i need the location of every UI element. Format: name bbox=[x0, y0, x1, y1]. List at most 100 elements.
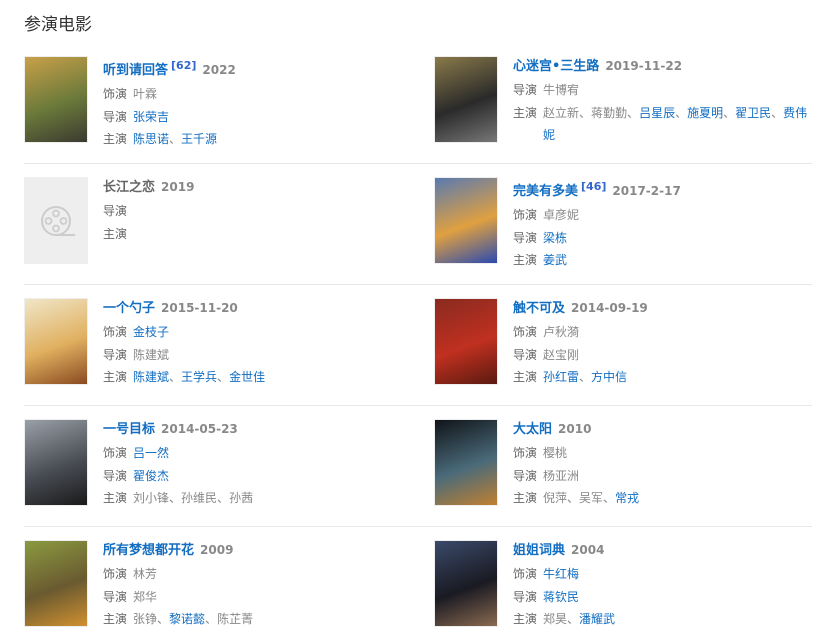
movie-poster[interactable] bbox=[434, 177, 498, 264]
movie-info: 听到请回答 [62] 2022 饰演 叶霖 导演 张荣吉 主演 陈思诺、王千源 bbox=[103, 56, 408, 151]
divider bbox=[24, 163, 812, 164]
movie-poster bbox=[24, 177, 88, 264]
cast-row: 主演 孙红雷、方中信 bbox=[513, 366, 818, 389]
person-name[interactable]: 梁栋 bbox=[543, 230, 568, 245]
person-name[interactable]: 黎诺懿 bbox=[169, 612, 206, 626]
movie-title-row: 姐姐词典 2004 bbox=[513, 540, 818, 561]
separator: 、 bbox=[579, 105, 592, 120]
person-name[interactable]: 吕一然 bbox=[133, 446, 170, 460]
release-date: 2019 bbox=[161, 180, 195, 194]
movie-title[interactable]: 所有梦想都开花 bbox=[103, 543, 195, 558]
movie-title[interactable]: 姐姐词典 bbox=[513, 543, 566, 558]
movie-title-row: 心迷宫•三生路 2019-11-22 bbox=[513, 56, 818, 77]
cast-label: 主演 bbox=[103, 491, 128, 505]
cast-values: 孙红雷、方中信 bbox=[543, 366, 818, 389]
movie-title-row: 一个勺子 2015-11-20 bbox=[103, 298, 408, 319]
movie-title[interactable]: 心迷宫•三生路 bbox=[513, 59, 600, 74]
person-name[interactable]: 孙红雷 bbox=[543, 370, 580, 384]
person-name[interactable]: 吕星辰 bbox=[639, 105, 676, 120]
movie-title[interactable]: 触不可及 bbox=[513, 301, 566, 316]
person-name: 张铮 bbox=[133, 612, 158, 626]
person-name[interactable]: 姜武 bbox=[543, 253, 568, 267]
movie-title-row: 一号目标 2014-05-23 bbox=[103, 419, 408, 440]
person-name[interactable]: 王千源 bbox=[181, 132, 218, 146]
role-label: 饰演 bbox=[513, 567, 538, 581]
director-row: 导演 陈建斌 bbox=[103, 344, 408, 367]
movie-title[interactable]: 一个勺子 bbox=[103, 301, 156, 316]
separator: 、 bbox=[169, 491, 182, 505]
person-name[interactable]: 牛红梅 bbox=[543, 567, 580, 581]
person-name: 林芳 bbox=[133, 567, 158, 581]
cast-label: 主演 bbox=[103, 226, 128, 241]
separator: 、 bbox=[723, 105, 736, 120]
release-date: 2015-11-20 bbox=[161, 301, 238, 315]
director-values: 陈建斌 bbox=[133, 344, 408, 367]
movie-title[interactable]: 一号目标 bbox=[103, 422, 156, 437]
release-date: 2010 bbox=[558, 422, 592, 436]
movie-info: 所有梦想都开花 2009 饰演 林芳 导演 郑华 主演 张铮、黎诺懿、陈芷菁 bbox=[103, 540, 408, 631]
cast-values: 陈建斌、王学兵、金世佳 bbox=[133, 366, 408, 389]
cast-label: 主演 bbox=[513, 105, 538, 120]
role-row: 饰演 林芳 bbox=[103, 563, 408, 586]
person-name[interactable]: 常戎 bbox=[615, 491, 640, 505]
person-name: 赵立新 bbox=[543, 105, 580, 120]
movie-poster[interactable] bbox=[24, 298, 88, 385]
separator: 、 bbox=[205, 612, 218, 626]
reference-link[interactable]: [46] bbox=[581, 180, 607, 193]
person-name[interactable]: 方中信 bbox=[591, 370, 628, 384]
movie-title[interactable]: 听到请回答 bbox=[103, 63, 169, 78]
movie-poster[interactable] bbox=[434, 56, 498, 143]
cast-row: 主演 郑昊、潘耀武 bbox=[513, 608, 818, 631]
movie-poster[interactable] bbox=[24, 419, 88, 506]
person-name[interactable]: 施夏明 bbox=[687, 105, 724, 120]
role-label: 饰演 bbox=[513, 208, 538, 222]
person-name[interactable]: 费伟妮 bbox=[543, 105, 808, 143]
person-name[interactable]: 金世佳 bbox=[229, 370, 266, 384]
role-row: 饰演 金枝子 bbox=[103, 321, 408, 344]
movie-item: 一个勺子 2015-11-20 饰演 金枝子 导演 陈建斌 主演 陈建斌、王学兵、金世佳 bbox=[24, 298, 414, 398]
separator: 、 bbox=[627, 105, 640, 120]
role-label: 饰演 bbox=[103, 87, 128, 101]
role-row: 饰演 卢秋漪 bbox=[513, 321, 818, 344]
role-label: 饰演 bbox=[103, 567, 128, 581]
role-values: 吕一然 bbox=[133, 442, 408, 465]
director-label: 导演 bbox=[513, 589, 538, 604]
cast-row: 主演 姜武 bbox=[513, 249, 818, 272]
movie-poster[interactable] bbox=[24, 540, 88, 627]
person-name[interactable]: 王学兵 bbox=[181, 370, 218, 384]
cast-values: 倪萍、吴军、常戎 bbox=[543, 487, 818, 510]
person-name[interactable]: 张荣吉 bbox=[133, 109, 170, 124]
movie-poster[interactable] bbox=[434, 540, 498, 627]
movie-poster[interactable] bbox=[434, 419, 498, 506]
movie-title-row: 完美有多美 [46] 2017-2-17 bbox=[513, 177, 818, 202]
cast-row: 主演 赵立新、蒋勤勤、吕星辰、施夏明、翟卫民、费伟妮 bbox=[513, 102, 818, 147]
cast-values: 赵立新、蒋勤勤、吕星辰、施夏明、翟卫民、费伟妮 bbox=[543, 102, 818, 147]
director-row: 导演 赵宝刚 bbox=[513, 344, 818, 367]
person-name: 陈芷菁 bbox=[217, 612, 254, 626]
movie-info: 姐姐词典 2004 饰演 牛红梅 导演 蒋钦民主演 郑昊、潘耀武 bbox=[513, 540, 818, 631]
person-name[interactable]: 陈建斌 bbox=[133, 370, 170, 384]
director-label: 导演 bbox=[513, 468, 538, 483]
movie-info: 大太阳 2010 饰演 樱桃 导演 杨亚洲 主演 倪萍、吴军、常戎 bbox=[513, 419, 818, 510]
section-title: 参演电影 bbox=[24, 15, 92, 35]
role-values: 金枝子 bbox=[133, 321, 408, 344]
movie-poster[interactable] bbox=[434, 298, 498, 385]
separator: 、 bbox=[169, 370, 182, 384]
role-values: 卢秋漪 bbox=[543, 321, 818, 344]
person-name[interactable]: 翟卫民 bbox=[735, 105, 772, 120]
movie-title[interactable]: 大太阳 bbox=[513, 422, 553, 437]
cast-label: 主演 bbox=[513, 253, 538, 267]
person-name[interactable]: 金枝子 bbox=[133, 325, 170, 339]
director-row: 导演 张荣吉 bbox=[103, 106, 408, 129]
person-name[interactable]: 陈思诺 bbox=[133, 132, 170, 146]
reference-link[interactable]: [62] bbox=[171, 59, 197, 72]
person-name[interactable]: 蒋钦民 bbox=[543, 589, 580, 604]
director-values: 牛博宥 bbox=[543, 79, 818, 102]
person-name: 杨亚洲 bbox=[543, 468, 580, 483]
cast-row: 主演 陈建斌、王学兵、金世佳 bbox=[103, 366, 408, 389]
person-name[interactable]: 翟俊杰 bbox=[133, 468, 170, 483]
director-label: 导演 bbox=[103, 589, 128, 604]
person-name[interactable]: 潘耀武 bbox=[579, 612, 616, 626]
movie-poster[interactable] bbox=[24, 56, 88, 143]
movie-title[interactable]: 完美有多美 bbox=[513, 184, 579, 199]
